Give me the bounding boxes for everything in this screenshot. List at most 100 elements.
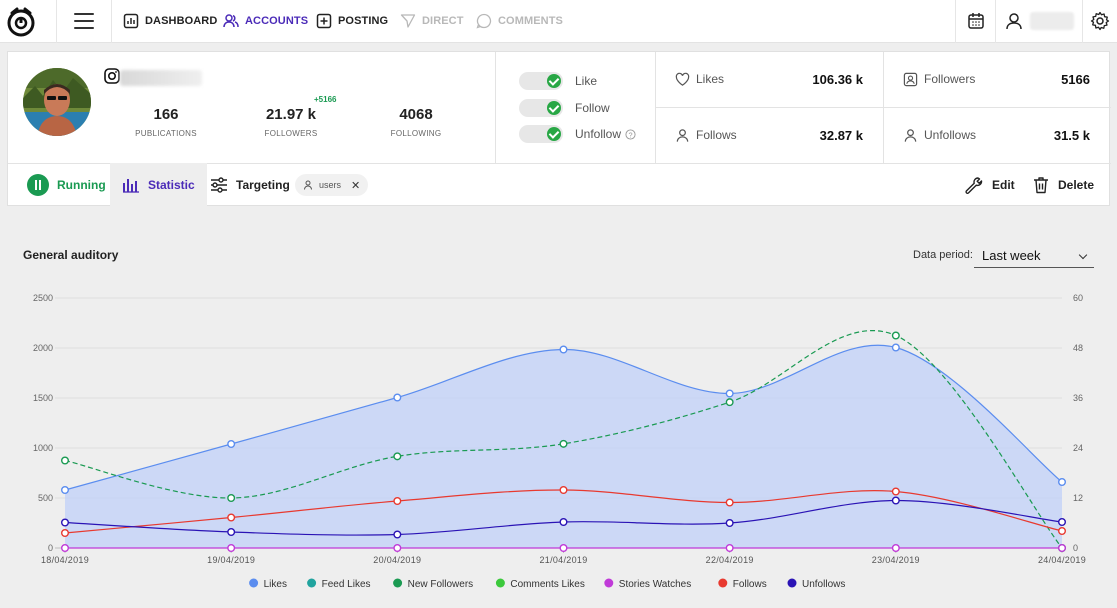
follow-switch[interactable] bbox=[519, 99, 563, 117]
follows-point bbox=[891, 487, 900, 496]
app-logo-icon[interactable] bbox=[4, 4, 38, 38]
chip-close-icon[interactable]: ✕ bbox=[351, 179, 361, 192]
data-period-select[interactable]: Last week bbox=[974, 244, 1094, 268]
edit-button[interactable]: Edit bbox=[964, 163, 1015, 206]
svg-text:?: ? bbox=[628, 130, 632, 139]
toggle-unfollow-label: Unfollow bbox=[575, 127, 622, 141]
unfollows-point bbox=[725, 518, 734, 527]
nav-dashboard[interactable]: DASHBOARD bbox=[123, 12, 217, 30]
follows-point bbox=[559, 485, 568, 494]
y-left-tick-label: 2500 bbox=[33, 293, 53, 303]
unfollows-point bbox=[61, 518, 70, 527]
legend-label: New Followers bbox=[408, 579, 474, 590]
chip-users-label: users bbox=[319, 180, 342, 190]
x-tick-label: 21/04/2019 bbox=[539, 555, 587, 565]
y-left-tick-label: 0 bbox=[48, 543, 53, 553]
chart-points bbox=[61, 331, 1066, 553]
dashboard-icon bbox=[123, 13, 139, 29]
stories-watches-point bbox=[1057, 544, 1066, 553]
account-card: 166 PUBLICATIONS 21.97 k FOLLOWERS +5166… bbox=[7, 51, 1111, 206]
kpi-followers-value: 5166 bbox=[1061, 72, 1090, 87]
username-redacted[interactable] bbox=[1030, 12, 1074, 30]
plus-square-icon bbox=[316, 13, 332, 29]
user-icon[interactable] bbox=[1004, 11, 1024, 31]
help-icon[interactable]: ? bbox=[625, 128, 636, 140]
likes-point bbox=[891, 343, 900, 352]
stories-watches-point bbox=[559, 544, 568, 553]
unfollow-switch[interactable] bbox=[519, 125, 563, 143]
publications-label: PUBLICATIONS bbox=[135, 129, 197, 138]
top-navbar: DASHBOARD ACCOUNTS POSTING DIRECT COMMEN… bbox=[0, 0, 1117, 43]
legend-label: Feed Likes bbox=[322, 579, 371, 590]
general-auditory-chart: 0 500 1000 1500 2000 2500 0 12 24 36 48 60 18/04/201… bbox=[33, 293, 1086, 590]
follows-point bbox=[1057, 526, 1066, 535]
y-left-tick-label: 500 bbox=[38, 493, 53, 503]
stat-following: 4068 FOLLOWING bbox=[361, 106, 471, 138]
toggle-like[interactable]: Like bbox=[519, 72, 597, 90]
new-followers-point bbox=[891, 331, 900, 340]
settings-gear-icon[interactable] bbox=[1090, 11, 1110, 31]
legend-label: Comments Likes bbox=[510, 579, 584, 590]
kpi-unfollows: Unfollows bbox=[903, 125, 976, 145]
kpi-likes: Likes bbox=[675, 69, 724, 89]
likes-point bbox=[61, 485, 70, 494]
tab-statistic-label: Statistic bbox=[148, 177, 195, 192]
unfollows-point bbox=[559, 517, 568, 526]
unfollow-user-icon bbox=[904, 128, 917, 142]
tab-targeting[interactable]: Targeting bbox=[210, 163, 290, 206]
likes-point bbox=[725, 389, 734, 398]
nav-accounts[interactable]: ACCOUNTS bbox=[223, 12, 308, 30]
y-left-tick-label: 2000 bbox=[33, 343, 53, 353]
new-followers-point bbox=[227, 493, 236, 502]
stat-publications: 166 PUBLICATIONS bbox=[111, 106, 221, 138]
nav-direct-label: DIRECT bbox=[422, 15, 464, 27]
toggle-unfollow[interactable]: Unfollow ? bbox=[519, 125, 636, 143]
delete-button[interactable]: Delete bbox=[1032, 163, 1094, 206]
x-tick-label: 18/04/2019 bbox=[41, 555, 89, 565]
y-right-tick-label: 48 bbox=[1073, 343, 1083, 353]
tab-statistic[interactable]: Statistic bbox=[110, 163, 207, 206]
y-right-tick-label: 12 bbox=[1073, 493, 1083, 503]
kpi-unfollows-label: Unfollows bbox=[924, 128, 977, 142]
follow-user-icon bbox=[676, 128, 689, 142]
legend-swatch bbox=[787, 578, 797, 588]
kpi-unfollows-value: 31.5 k bbox=[1053, 128, 1090, 143]
delete-label: Delete bbox=[1058, 177, 1095, 192]
calendar-icon[interactable] bbox=[966, 11, 986, 31]
legend-label: Unfollows bbox=[802, 579, 845, 590]
legend-swatch bbox=[307, 578, 317, 588]
x-tick-label: 24/04/2019 bbox=[1038, 555, 1086, 565]
nav-comments[interactable]: COMMENTS bbox=[476, 12, 563, 30]
nav-comments-label: COMMENTS bbox=[498, 15, 563, 27]
chevron-down-icon bbox=[1078, 250, 1088, 260]
follows-point bbox=[393, 496, 402, 505]
legend-swatch bbox=[393, 578, 403, 588]
chart-axes: 0 500 1000 1500 2000 2500 0 12 24 36 48 60 18/04/201… bbox=[33, 293, 1086, 565]
like-switch[interactable] bbox=[519, 72, 563, 90]
legend-swatch bbox=[604, 578, 614, 588]
tab-running[interactable]: Running bbox=[27, 163, 106, 206]
kpi-followers-label: Followers bbox=[924, 72, 976, 86]
toggle-follow[interactable]: Follow bbox=[519, 99, 610, 117]
tab-targeting-label: Targeting bbox=[236, 177, 290, 192]
chart-legend: Likes Feed Likes New Followers Comments Lik… bbox=[249, 578, 845, 590]
wrench-icon bbox=[965, 176, 983, 194]
nav-direct[interactable]: DIRECT bbox=[400, 12, 464, 30]
legend-label: Follows bbox=[733, 579, 767, 590]
sliders-icon bbox=[211, 176, 227, 193]
y-left-tick-label: 1000 bbox=[33, 443, 53, 453]
followers-delta-badge: +5166 bbox=[314, 95, 337, 104]
new-followers-point bbox=[725, 398, 734, 407]
data-period-value: Last week bbox=[982, 248, 1041, 263]
menu-hamburger-icon[interactable] bbox=[74, 13, 94, 29]
statistic-bars-icon bbox=[123, 178, 139, 193]
x-tick-label: 19/04/2019 bbox=[207, 555, 255, 565]
pause-icon bbox=[27, 173, 49, 196]
nav-accounts-label: ACCOUNTS bbox=[245, 15, 309, 27]
x-tick-label: 20/04/2019 bbox=[373, 555, 421, 565]
nav-posting[interactable]: POSTING bbox=[316, 12, 388, 30]
unfollows-point bbox=[1057, 517, 1066, 526]
filter-chip-users[interactable]: users ✕ bbox=[295, 174, 369, 196]
stories-watches-point bbox=[725, 544, 734, 553]
trash-icon bbox=[1034, 176, 1048, 193]
